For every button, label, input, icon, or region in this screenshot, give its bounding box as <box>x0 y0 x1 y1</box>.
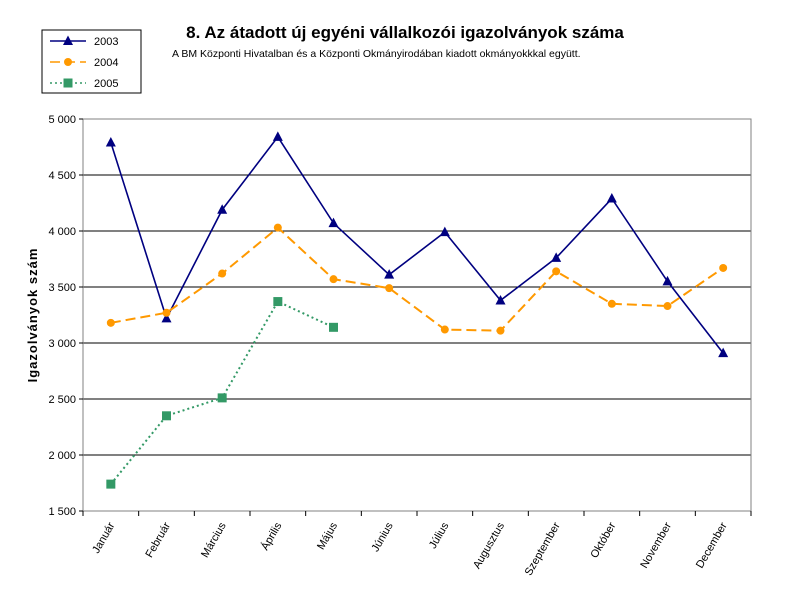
y-tick-label: 4 000 <box>48 226 76 238</box>
plot-area <box>82 118 752 512</box>
data-point <box>272 131 283 141</box>
x-tick-label: Július <box>427 520 452 551</box>
x-tick-label: December <box>694 520 730 570</box>
y-tick-label: 1 500 <box>48 506 76 518</box>
data-point <box>606 193 617 203</box>
data-point <box>162 308 171 317</box>
legend: 2003 2004 2005 <box>50 35 118 90</box>
legend-item-2005: 2005 <box>50 78 118 90</box>
series-line-2003 <box>110 135 724 354</box>
x-tick-label: Február <box>143 520 173 560</box>
y-axis-ticks: 1 500 2 000 2 500 3 000 3 500 4 000 4 500 5 000 <box>48 114 83 518</box>
data-point <box>328 217 339 228</box>
x-tick-label: Április <box>258 520 284 553</box>
y-axis-label: Igazolványok szám <box>25 248 40 383</box>
data-point <box>384 269 395 279</box>
data-point <box>719 263 728 272</box>
x-tick-label: Március <box>199 520 229 560</box>
data-point <box>718 347 729 358</box>
legend-label: 2005 <box>94 78 118 90</box>
series-2005 <box>106 297 338 489</box>
y-tick-label: 4 500 <box>48 170 76 182</box>
data-point <box>495 294 506 305</box>
series-layer <box>105 131 729 489</box>
data-point <box>663 302 672 311</box>
legend-label: 2003 <box>94 36 118 48</box>
data-point <box>161 312 172 323</box>
x-tick-label: November <box>638 520 674 570</box>
gridlines <box>83 174 751 456</box>
data-point <box>439 226 450 237</box>
y-tick-label: 3 000 <box>48 338 76 350</box>
x-tick-label: Május <box>315 520 340 552</box>
y-tick-label: 2 500 <box>48 394 76 406</box>
series-line-2004 <box>110 226 724 332</box>
series-2004 <box>106 223 728 335</box>
data-point <box>217 393 227 403</box>
data-point <box>329 322 338 332</box>
chart-subtitle: A BM Központi Hivatalban és a Központi O… <box>172 48 581 60</box>
data-point <box>273 223 282 232</box>
data-point <box>106 318 115 327</box>
x-tick-label: Január <box>90 520 117 555</box>
legend-item-2004: 2004 <box>50 57 118 69</box>
y-tick-label: 2 000 <box>48 450 76 462</box>
y-tick-label: 3 500 <box>48 282 76 294</box>
data-point <box>273 297 283 307</box>
chart-title: 8. Az átadott új egyéni vállalkozói igaz… <box>186 23 624 42</box>
data-point <box>551 252 562 262</box>
x-tick-label: Október <box>588 520 618 560</box>
data-point <box>440 325 449 334</box>
x-tick-label: Szeptember <box>523 520 563 578</box>
y-tick-label: 5 000 <box>48 114 76 126</box>
data-point <box>552 267 561 276</box>
legend-marker <box>64 58 72 66</box>
x-axis-ticks: Január Február Március Április Május Június Jú… <box>82 511 752 578</box>
legend-marker <box>63 35 73 45</box>
legend-label: 2004 <box>94 57 118 69</box>
data-point <box>329 275 338 284</box>
x-tick-label: Augusztus <box>471 520 507 571</box>
data-point <box>385 284 394 293</box>
data-point <box>162 411 171 421</box>
legend-marker <box>63 78 73 88</box>
data-point <box>218 269 227 278</box>
legend-item-2003: 2003 <box>50 35 118 48</box>
data-point <box>106 479 116 489</box>
data-point <box>217 204 228 214</box>
series-line-2005 <box>110 300 334 485</box>
x-tick-label: Június <box>369 520 396 554</box>
data-point <box>607 299 616 308</box>
data-point <box>105 137 116 147</box>
data-point <box>496 326 505 335</box>
data-point <box>662 275 673 286</box>
series-2003 <box>105 131 729 358</box>
